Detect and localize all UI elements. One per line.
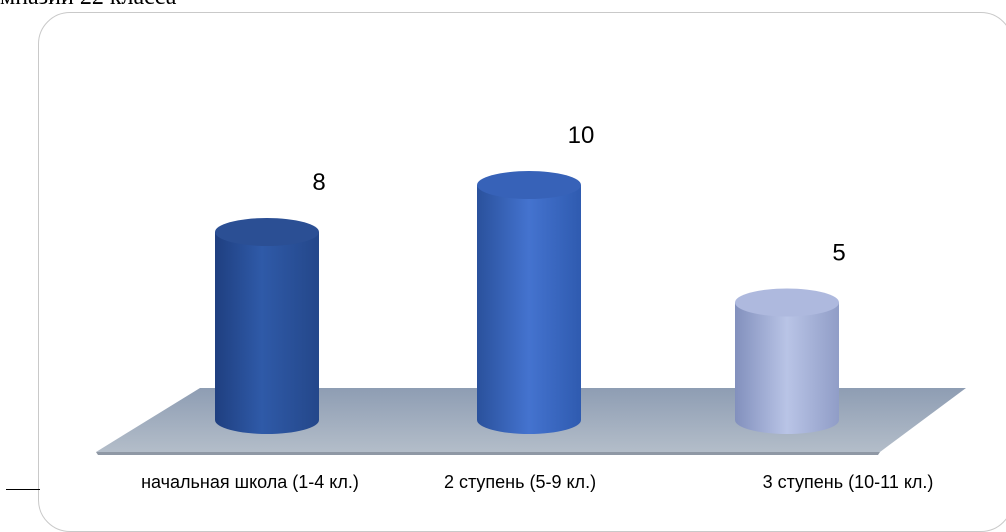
- bar-top: [477, 171, 581, 199]
- bar-body: [215, 232, 319, 434]
- bar-body: [735, 302, 839, 434]
- category-label-1: начальная школа (1-4 кл.): [141, 472, 359, 492]
- data-label-3: 5: [832, 240, 845, 267]
- data-label-2: 10: [568, 122, 595, 149]
- bar-top: [215, 218, 319, 246]
- bar-top: [735, 288, 839, 317]
- bar-3: [735, 288, 839, 434]
- data-label-1: 8: [312, 169, 325, 196]
- bar-2: [477, 171, 581, 434]
- category-label-2: 2 ступень (5-9 кл.): [444, 472, 596, 492]
- bar-body: [477, 185, 581, 434]
- chart-floor-edge: [96, 452, 880, 455]
- underline-mark: [6, 489, 40, 490]
- page-heading: мназии 22 класса: [0, 0, 176, 11]
- bar-1: [215, 218, 319, 434]
- category-label-3: 3 ступень (10-11 кл.): [763, 472, 934, 492]
- chart: 8 10 5 начальная школа (1-4 кл.) 2 ступень …: [96, 122, 966, 492]
